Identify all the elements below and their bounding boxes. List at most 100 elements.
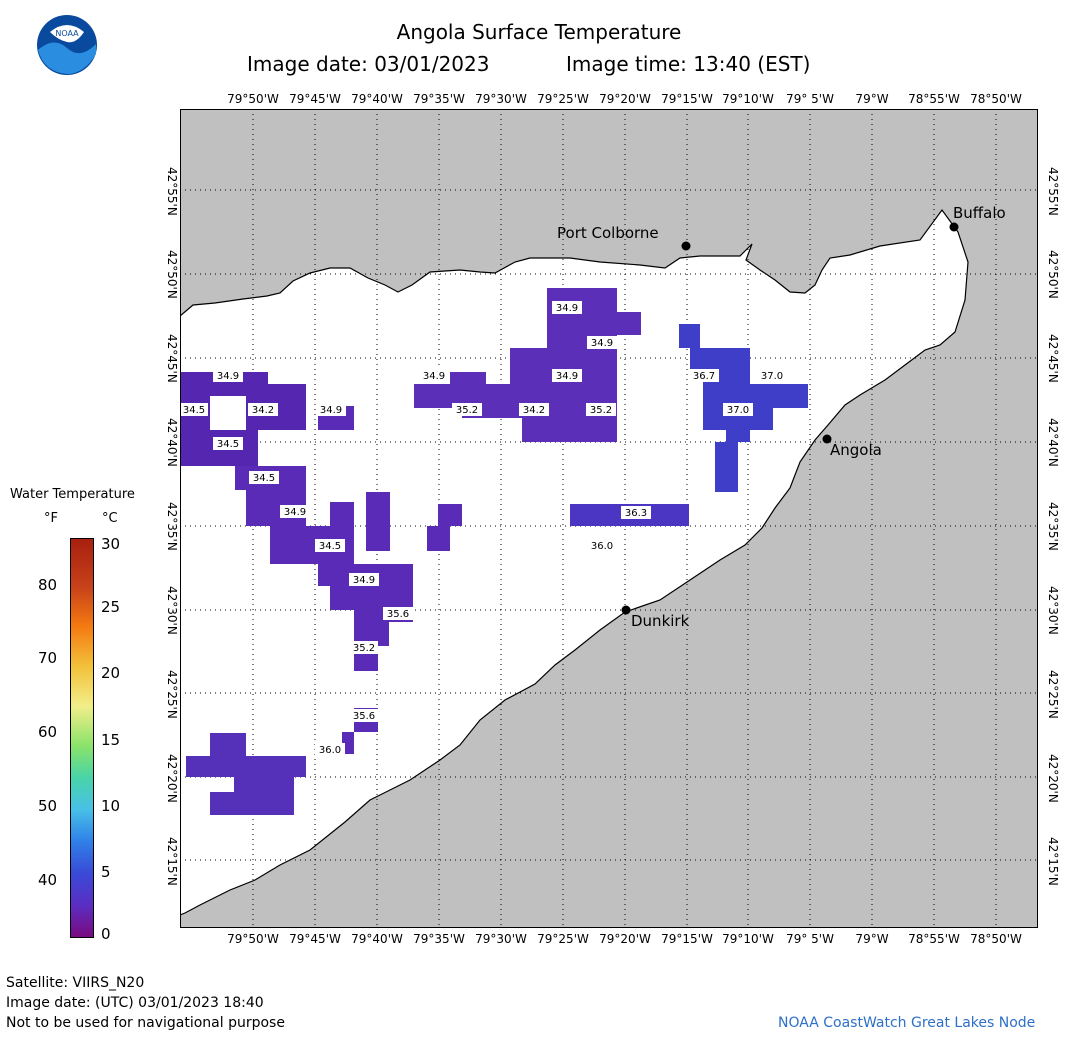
lon-labels-bottom: 79°50'W 79°45'W 79°40'W 79°35'W 79°30'W …	[0, 932, 1078, 948]
lat-label: 42°30'N	[1046, 586, 1060, 635]
lon-label: 79° 5'W	[786, 92, 834, 106]
temp-patch	[427, 526, 450, 551]
svg-text:34.9: 34.9	[591, 338, 613, 349]
lon-label: 79°25'W	[537, 92, 589, 106]
lon-label: 79°30'W	[475, 92, 527, 106]
temp-label: 36.3	[621, 506, 651, 519]
temp-label: 34.9	[419, 369, 449, 382]
city-label: Angola	[830, 441, 882, 459]
city-marker	[621, 605, 631, 615]
noaa-logo: NOAA	[36, 14, 98, 76]
lon-label: 78°50'W	[970, 932, 1022, 946]
temp-label: 35.6	[350, 709, 378, 722]
temp-patch	[438, 504, 462, 526]
lat-label: 42°25'N	[1046, 670, 1060, 719]
lon-label: 79°45'W	[289, 92, 341, 106]
satellite-label: Satellite: VIIRS_N20	[6, 975, 145, 991]
lon-label: 79°35'W	[413, 932, 465, 946]
temperature-map: 34.9 34.9 34.9 34.9 34.2 35.2 34.2 35.2 …	[180, 109, 1038, 928]
lat-label: 42°20'N	[1046, 754, 1060, 803]
city-label: Port Colborne	[557, 224, 659, 242]
c-tick: 25	[101, 598, 121, 616]
f-tick: 80	[38, 576, 58, 594]
temp-label: 34.9	[552, 369, 582, 382]
temp-gap	[210, 396, 246, 430]
temp-label: 36.0	[587, 539, 617, 552]
temp-patch	[679, 324, 808, 442]
temp-patch	[235, 466, 413, 646]
legend-unit-c: °C	[102, 511, 118, 526]
legend-title: Water Temperature	[10, 487, 135, 502]
svg-text:37.0: 37.0	[761, 371, 783, 382]
lon-label: 79°25'W	[537, 932, 589, 946]
svg-text:36.0: 36.0	[591, 541, 613, 552]
lat-label: 42°25'N	[165, 670, 179, 719]
lat-label: 42°40'N	[1046, 418, 1060, 467]
f-tick: 60	[38, 723, 58, 741]
lon-label: 79°W	[855, 932, 889, 946]
svg-text:34.2: 34.2	[252, 405, 274, 416]
svg-text:34.2: 34.2	[523, 405, 545, 416]
lon-label: 79°50'W	[227, 92, 279, 106]
temp-label: 34.9	[213, 369, 243, 382]
temp-patch	[715, 442, 738, 492]
c-tick: 20	[101, 664, 121, 682]
lon-label: 79°15'W	[661, 92, 713, 106]
c-tick: 30	[101, 535, 121, 553]
city-marker	[822, 434, 832, 444]
temp-label: 35.2	[586, 403, 616, 416]
temp-label: 35.2	[350, 641, 378, 654]
city-label: Dunkirk	[631, 612, 690, 630]
temp-label: 36.7	[689, 369, 719, 382]
temp-label: 34.9	[349, 573, 379, 586]
temp-label: 34.5	[249, 471, 279, 484]
lat-label: 42°35'N	[165, 502, 179, 551]
f-tick: 70	[38, 649, 58, 667]
colorbar	[70, 538, 94, 938]
lon-label: 79°W	[855, 92, 889, 106]
svg-text:34.5: 34.5	[183, 405, 205, 416]
lat-label: 42°35'N	[1046, 502, 1060, 551]
temp-label: 34.9	[280, 505, 310, 518]
lon-label: 79°50'W	[227, 932, 279, 946]
temp-label: 34.9	[587, 336, 617, 349]
temp-patch	[366, 492, 390, 551]
svg-text:36.3: 36.3	[625, 508, 647, 519]
c-tick: 10	[101, 797, 121, 815]
temp-label: 34.2	[248, 403, 278, 416]
lon-label: 79°30'W	[475, 932, 527, 946]
temp-label: 37.0	[723, 403, 753, 416]
lat-label: 42°45'N	[1046, 334, 1060, 383]
temp-label: 34.9	[552, 301, 582, 314]
image-time-label: Image time: 13:40 (EST)	[566, 52, 811, 76]
svg-text:36.0: 36.0	[319, 745, 341, 756]
svg-text:NOAA: NOAA	[55, 29, 79, 38]
temp-label: 35.6	[383, 607, 413, 620]
svg-text:34.9: 34.9	[353, 575, 375, 586]
lon-label: 78°55'W	[908, 932, 960, 946]
lon-label: 79°20'W	[599, 92, 651, 106]
map-frame	[180, 109, 1038, 928]
svg-text:37.0: 37.0	[727, 405, 749, 416]
temperature-labels: 34.9 34.9 34.9 34.9 34.2 35.2 34.2 35.2 …	[180, 301, 787, 756]
city-marker	[681, 241, 691, 251]
c-tick: 15	[101, 731, 121, 749]
temp-label: 34.2	[519, 403, 549, 416]
temp-label: 34.5	[213, 437, 243, 450]
temp-label: 34.5	[315, 539, 345, 552]
svg-text:34.9: 34.9	[556, 371, 578, 382]
legend-unit-f: °F	[44, 511, 58, 526]
temp-patch	[186, 733, 306, 815]
lon-label: 78°50'W	[970, 92, 1022, 106]
temp-label: 37.0	[757, 369, 787, 382]
svg-text:35.2: 35.2	[353, 643, 375, 654]
c-tick: 0	[101, 925, 111, 943]
lat-label: 42°50'N	[165, 250, 179, 299]
lon-label: 79°45'W	[289, 932, 341, 946]
svg-text:35.6: 35.6	[353, 711, 375, 722]
lon-label: 79° 5'W	[786, 932, 834, 946]
svg-text:34.9: 34.9	[217, 371, 239, 382]
temperature-patches	[180, 288, 808, 815]
svg-text:34.5: 34.5	[319, 541, 341, 552]
credit-link[interactable]: NOAA CoastWatch Great Lakes Node	[778, 1015, 1036, 1031]
